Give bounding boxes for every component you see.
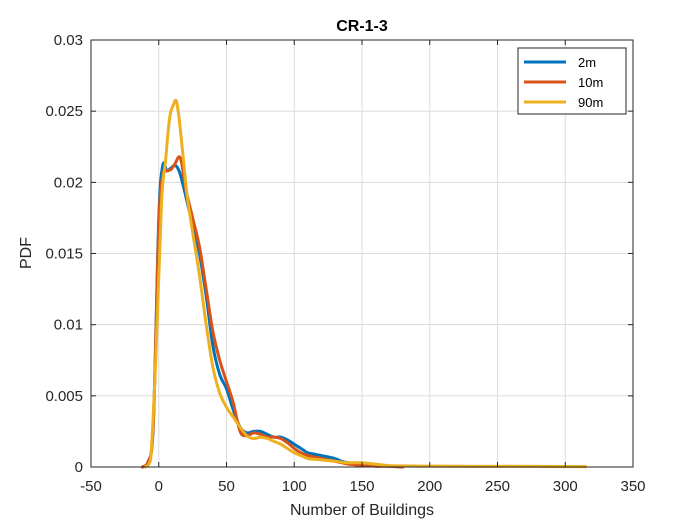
x-tick-label: 250 (485, 478, 510, 495)
y-tick-label: 0.005 (45, 388, 83, 405)
y-axis-label: PDF (18, 237, 35, 269)
legend: 2m 10m 90m (517, 47, 627, 115)
x-tick-label: 150 (349, 478, 374, 495)
grid (91, 40, 633, 467)
ticks (90, 39, 634, 468)
y-tick-label: 0.03 (54, 32, 83, 49)
y-tick-label: 0.02 (54, 174, 83, 191)
legend-label-10m: 10m (578, 75, 603, 90)
x-tick-label: 350 (620, 478, 645, 495)
x-axis-label: Number of Buildings (290, 502, 434, 519)
series-line-90m (143, 98, 588, 469)
y-tick-label: 0.01 (54, 317, 83, 334)
legend-label-2m: 2m (578, 55, 596, 70)
tick-labels: -50 0 50 100 150 200 250 300 350 0 0.005 0.01 0.015 0… (45, 32, 645, 495)
x-tick-label: 300 (553, 478, 578, 495)
x-tick-label: 200 (417, 478, 442, 495)
x-tick-label: 50 (218, 478, 235, 495)
y-tick-label: 0.025 (45, 103, 83, 120)
legend-label-90m: 90m (578, 95, 603, 110)
series-layer (141, 98, 588, 469)
y-tick-label: 0 (75, 459, 83, 476)
x-tick-label: -50 (80, 478, 102, 495)
y-tick-label: 0.015 (45, 246, 83, 263)
chart-title: CR-1-3 (336, 18, 388, 35)
x-tick-label: 100 (282, 478, 307, 495)
x-tick-label: 0 (155, 478, 163, 495)
